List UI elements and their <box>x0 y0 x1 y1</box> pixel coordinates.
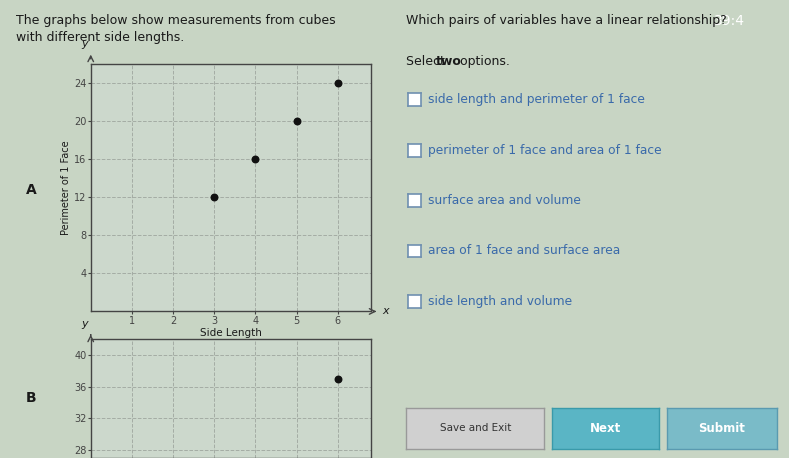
Point <box>331 80 344 87</box>
Point <box>331 375 344 382</box>
Text: Save and Exit: Save and Exit <box>439 423 511 433</box>
Text: The graphs below show measurements from cubes
with different side lengths.: The graphs below show measurements from … <box>16 14 335 44</box>
Text: Submit: Submit <box>698 422 746 435</box>
Y-axis label: Perimeter of 1 Face: Perimeter of 1 Face <box>62 141 72 235</box>
Text: y: y <box>81 319 88 329</box>
Text: perimeter of 1 face and area of 1 face: perimeter of 1 face and area of 1 face <box>428 144 661 157</box>
Text: Which pairs of variables have a linear relationship?: Which pairs of variables have a linear r… <box>406 14 727 27</box>
Text: Select: Select <box>406 55 449 68</box>
Text: x: x <box>382 306 389 316</box>
Text: options.: options. <box>456 55 510 68</box>
Point <box>208 194 221 201</box>
Text: area of 1 face and surface area: area of 1 face and surface area <box>428 245 620 257</box>
Text: two: two <box>436 55 462 68</box>
Text: B: B <box>26 392 37 405</box>
Text: A: A <box>26 183 37 197</box>
Text: Next: Next <box>590 422 621 435</box>
Text: side length and perimeter of 1 face: side length and perimeter of 1 face <box>428 93 645 106</box>
Text: surface area and volume: surface area and volume <box>428 194 581 207</box>
X-axis label: Side Length: Side Length <box>200 328 262 338</box>
Text: 39:4: 39:4 <box>714 14 746 27</box>
Text: side length and volume: side length and volume <box>428 295 572 308</box>
Point <box>249 156 262 163</box>
Point <box>290 118 303 125</box>
Text: y: y <box>81 39 88 49</box>
